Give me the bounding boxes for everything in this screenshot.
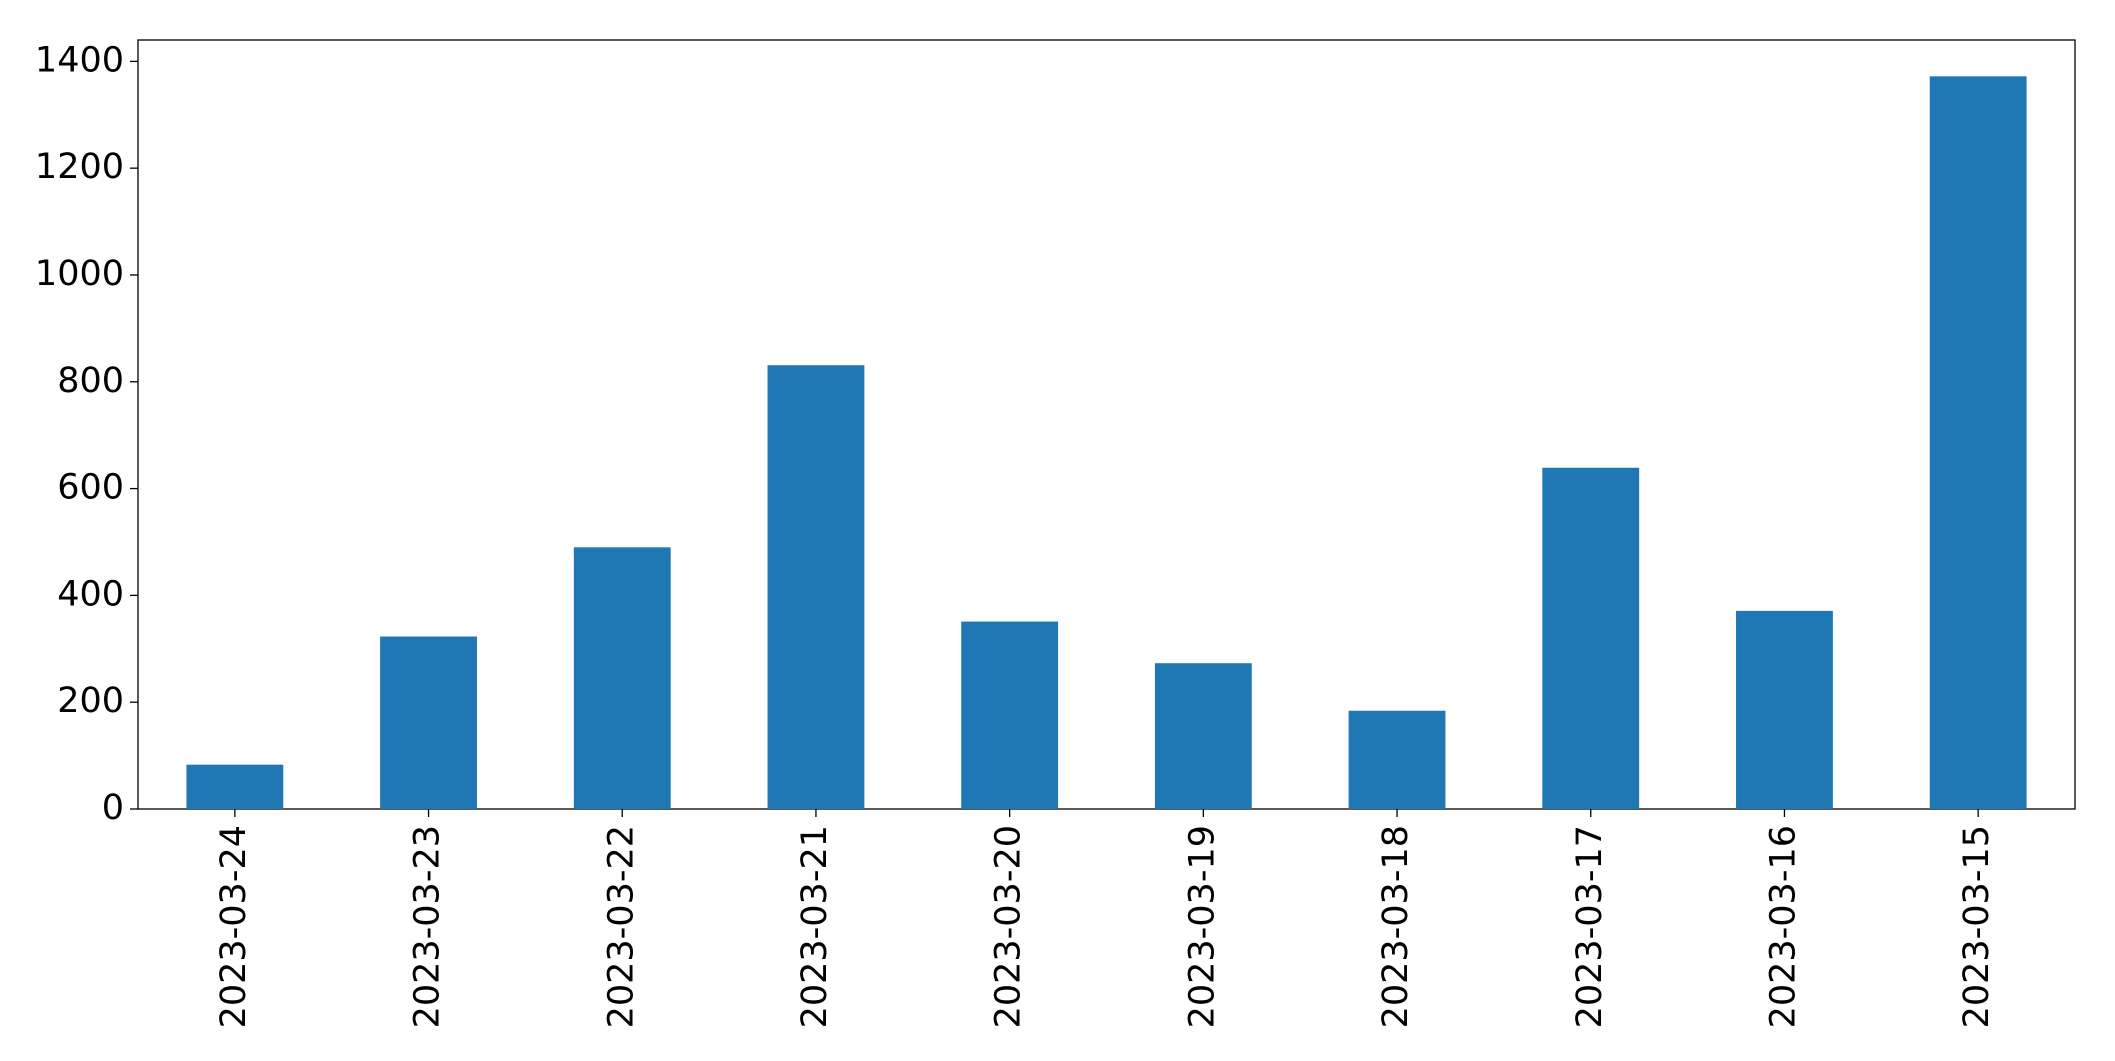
bar [1736, 610, 1833, 809]
x-tick-label: 2023-03-19 [1182, 825, 1222, 1028]
bar [1154, 663, 1252, 809]
x-tick-label: 2023-03-21 [795, 825, 835, 1028]
x-tick-label: 2023-03-16 [1763, 825, 1803, 1028]
bar [1929, 76, 2027, 809]
y-tick-label: 600 [57, 468, 124, 508]
x-tick-label: 2023-03-22 [601, 825, 641, 1028]
x-tick-label: 2023-03-15 [1957, 825, 1997, 1028]
bar [1542, 467, 1640, 809]
x-tick-label: 2023-03-23 [408, 825, 448, 1028]
x-tick-label: 2023-03-24 [214, 825, 254, 1028]
x-tick-label: 2023-03-17 [1570, 825, 1610, 1028]
bar [1348, 710, 1446, 809]
bar [573, 547, 671, 809]
y-tick-label: 1400 [35, 40, 124, 80]
x-tick-label: 2023-03-20 [989, 825, 1029, 1028]
y-tick-label: 200 [57, 681, 124, 721]
bar [767, 365, 865, 809]
x-tick-label: 2023-03-18 [1376, 825, 1416, 1028]
y-tick-label: 800 [57, 361, 124, 401]
plot-frame [137, 39, 2076, 810]
bar [380, 636, 477, 809]
bar [186, 764, 284, 809]
y-tick-label: 0 [102, 788, 124, 828]
y-tick-label: 1000 [35, 254, 124, 294]
y-tick-label: 1200 [35, 147, 124, 187]
y-tick-label: 400 [57, 574, 124, 614]
bar [961, 621, 1059, 809]
